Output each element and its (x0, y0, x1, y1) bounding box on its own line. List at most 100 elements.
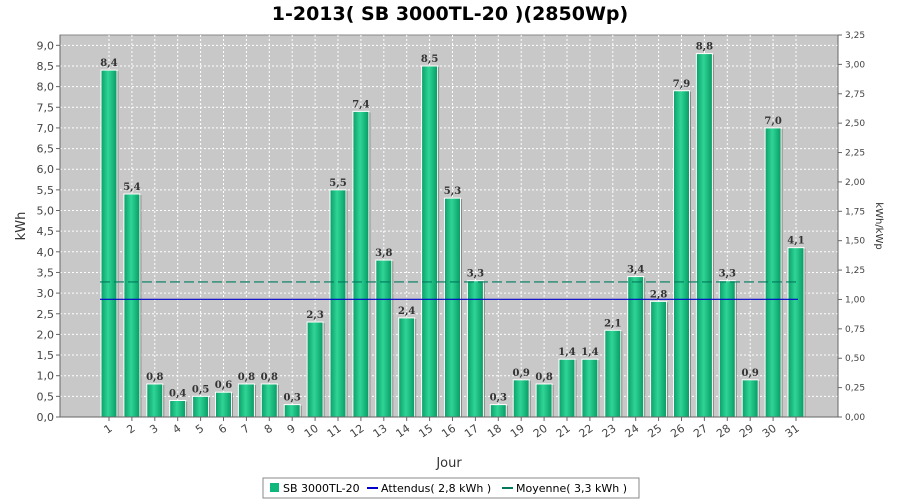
bar-day-17 (466, 280, 484, 418)
x-tick-label: 2 (124, 422, 137, 437)
y-right-tick-label: 3,25 (845, 31, 865, 41)
bar-day-21 (558, 358, 576, 418)
bar-day-15 (421, 65, 439, 418)
x-tick-label: 15 (416, 422, 435, 441)
x-tick-label: 4 (170, 422, 183, 437)
x-tick-label: 26 (668, 422, 687, 441)
bar-day-24 (627, 276, 645, 418)
y-right-tick-label: 0,50 (845, 354, 865, 364)
legend-item-average: Moyenne( 3,3 kWh ) (516, 482, 627, 495)
data-label: 3,4 (627, 265, 644, 276)
x-tick-label: 7 (239, 422, 252, 437)
bar-day-19 (512, 379, 530, 418)
data-label: 4,1 (787, 236, 804, 247)
legend: SB 3000TL-20 Attendus( 2,8 kWh ) Moyenne… (262, 477, 640, 499)
bar-day-11 (329, 189, 347, 418)
data-label: 7,0 (764, 116, 781, 127)
y-right-tick-label: 1,50 (845, 237, 865, 247)
y-right-tick-label: 2,00 (845, 178, 865, 188)
y-tick-label: 9,0 (37, 39, 55, 52)
data-label: 2,1 (604, 318, 621, 329)
x-tick-label: 12 (348, 422, 367, 441)
y-tick-label: 2,0 (37, 328, 55, 341)
y-right-tick-label: 1,25 (845, 266, 865, 276)
chart-title: 1-2013( SB 3000TL-20 )(2850Wp) (272, 3, 628, 25)
bar-day-5 (192, 395, 210, 418)
data-label: 3,8 (375, 248, 392, 259)
bar-day-30 (764, 127, 782, 418)
data-label: 5,5 (329, 178, 346, 189)
y-right-tick-label: 1,00 (845, 295, 865, 305)
data-labels: 8,4 5,4 0,8 0,4 0,5 0,6 0,8 0,8 0,3 2,3 5,5 7,4 3,8 2… (100, 42, 804, 404)
data-label: 0,8 (238, 372, 255, 383)
y-right-tick-label: 3,00 (845, 60, 865, 70)
data-label: 5,3 (444, 186, 461, 197)
x-tick-label: 14 (393, 422, 412, 441)
y-axis-right-label: kWh/kWp (873, 202, 884, 249)
x-tick-label: 23 (600, 422, 619, 441)
bar-day-9 (283, 404, 301, 418)
bar-day-2 (123, 193, 141, 418)
x-tick-label: 18 (485, 422, 504, 441)
x-tick-label: 9 (285, 422, 298, 437)
x-tick-label: 6 (216, 422, 229, 437)
bar-day-8 (260, 383, 278, 418)
x-axis-label: Jour (435, 456, 462, 471)
y-tick-label: 7,0 (37, 122, 55, 135)
y-tick-label: 1,0 (37, 370, 55, 383)
data-label: 1,4 (558, 347, 575, 358)
y-tick-label: 6,0 (37, 163, 55, 176)
x-tick-label: 11 (325, 422, 344, 441)
x-tick-label: 25 (645, 422, 664, 441)
bar-day-20 (535, 383, 553, 418)
y-tick-label: 0,5 (37, 390, 55, 403)
bar-day-29 (741, 379, 759, 418)
legend-item-production: SB 3000TL-20 (283, 482, 360, 495)
x-tick-label: 31 (783, 422, 802, 441)
x-tick-label: 10 (302, 422, 321, 441)
data-label: 8,5 (421, 54, 438, 65)
data-label: 0,6 (215, 380, 232, 391)
y-tick-label: 3,0 (37, 287, 55, 300)
bar-day-16 (444, 197, 461, 418)
data-label: 8,8 (696, 42, 713, 53)
data-label: 0,5 (192, 384, 209, 395)
y-tick-label: 0,0 (37, 411, 55, 424)
data-label: 2,4 (398, 306, 415, 317)
y-right-tick-label: 1,75 (845, 207, 865, 217)
y-tick-label: 7,5 (37, 101, 55, 114)
y-tick-label: 5,0 (37, 205, 55, 218)
y-right-tick-label: 2,75 (845, 90, 865, 100)
data-label: 0,3 (490, 393, 507, 404)
x-tick-label: 13 (371, 422, 390, 441)
data-label: 0,8 (535, 372, 552, 383)
data-label: 0,9 (741, 368, 758, 379)
bar-day-25 (650, 300, 668, 418)
data-label: 0,8 (146, 372, 163, 383)
y-right-tick-label: 2,25 (845, 149, 865, 159)
data-label: 0,4 (169, 388, 186, 399)
x-tick-label: 20 (531, 422, 550, 441)
y-axis-left: 0,0 0,5 1,0 1,5 2,0 2,5 3,0 3,5 4,0 4,5 5,0 5,5 6,0 6… (37, 35, 61, 424)
bar-day-3 (146, 383, 164, 418)
reference-lines (100, 281, 798, 300)
y-right-tick-label: 0,25 (845, 384, 865, 394)
bars-group (100, 53, 806, 418)
x-tick-label: 5 (193, 422, 206, 437)
y-tick-label: 1,5 (37, 349, 55, 362)
x-tick-label: 19 (508, 422, 527, 441)
y-tick-label: 8,0 (37, 81, 55, 94)
bar-day-26 (673, 90, 690, 418)
data-label: 3,3 (467, 269, 484, 280)
bar-day-27 (695, 53, 713, 418)
y-tick-label: 4,0 (37, 246, 55, 259)
y-right-tick-label: 0,75 (845, 325, 865, 335)
data-label: 0,3 (283, 393, 300, 404)
x-tick-label: 8 (262, 422, 275, 437)
bar-day-6 (215, 391, 232, 418)
bar-day-23 (604, 329, 622, 418)
data-label: 0,8 (261, 372, 278, 383)
bar-day-18 (489, 404, 507, 418)
x-tick-label: 30 (760, 422, 779, 441)
data-label: 3,3 (719, 269, 736, 280)
